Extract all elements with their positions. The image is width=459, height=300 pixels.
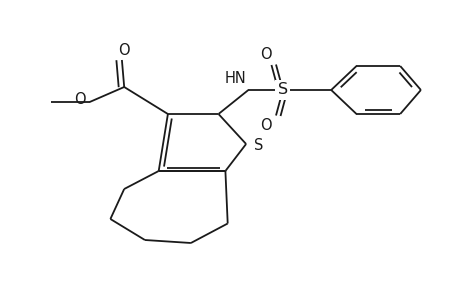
- Text: O: O: [259, 47, 271, 62]
- Text: S: S: [277, 82, 287, 98]
- Text: O: O: [259, 118, 271, 133]
- Text: O: O: [118, 43, 130, 58]
- Text: S: S: [254, 138, 263, 153]
- Text: HN: HN: [224, 71, 246, 86]
- Text: O: O: [74, 92, 86, 106]
